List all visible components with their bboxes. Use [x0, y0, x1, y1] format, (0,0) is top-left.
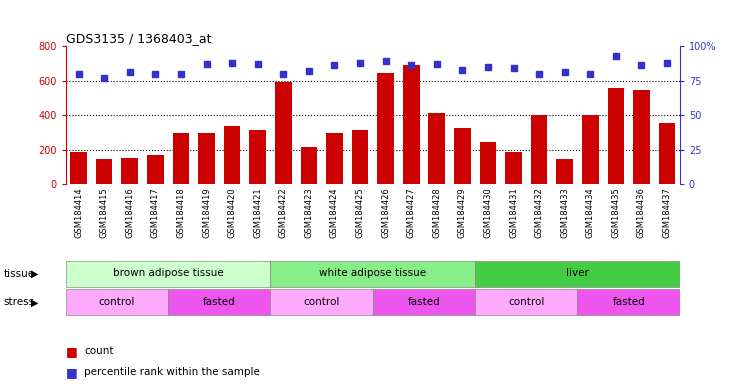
Bar	[300, 147, 317, 184]
Bar	[275, 81, 292, 184]
Text: white adipose tissue: white adipose tissue	[319, 268, 426, 278]
Text: fasted: fasted	[408, 297, 440, 307]
Text: fasted: fasted	[203, 297, 235, 307]
Bar	[147, 155, 164, 184]
Text: liver: liver	[566, 268, 589, 278]
Point	[354, 60, 366, 66]
Point	[533, 71, 545, 77]
Point	[73, 71, 84, 77]
Point	[98, 75, 110, 81]
Point	[507, 65, 519, 71]
Text: control: control	[303, 297, 340, 307]
Point	[405, 62, 417, 68]
Bar	[121, 158, 138, 184]
Bar	[475, 261, 680, 286]
Bar	[505, 152, 522, 184]
Text: ▶: ▶	[31, 297, 38, 308]
Point	[661, 60, 673, 66]
Bar	[403, 65, 420, 184]
Bar	[428, 114, 445, 184]
Bar	[326, 133, 343, 184]
Text: tissue: tissue	[4, 268, 35, 279]
Bar	[224, 126, 240, 184]
Bar	[633, 90, 650, 184]
Point	[149, 71, 161, 77]
Bar	[582, 115, 599, 184]
Text: control: control	[99, 297, 135, 307]
Point	[328, 62, 340, 68]
Point	[303, 68, 314, 74]
Bar	[249, 130, 266, 184]
Point	[175, 71, 186, 77]
Bar	[531, 115, 548, 184]
Point	[431, 61, 442, 67]
Bar	[607, 88, 624, 184]
Bar	[96, 159, 113, 184]
Point	[482, 64, 493, 70]
Point	[584, 71, 596, 77]
Point	[226, 60, 238, 66]
Bar	[66, 290, 168, 315]
Text: percentile rank within the sample: percentile rank within the sample	[84, 367, 260, 377]
Bar	[173, 133, 189, 184]
Text: count: count	[84, 346, 113, 356]
Point	[200, 61, 212, 67]
Point	[610, 53, 621, 59]
Bar	[373, 290, 475, 315]
Bar	[480, 142, 496, 184]
Text: stress: stress	[4, 297, 35, 308]
Point	[124, 69, 136, 75]
Bar	[270, 290, 373, 315]
Point	[558, 69, 570, 75]
Point	[277, 71, 289, 77]
Bar	[454, 128, 471, 184]
Text: fasted: fasted	[613, 297, 645, 307]
Text: ▶: ▶	[31, 268, 38, 279]
Bar	[352, 130, 368, 184]
Text: ■: ■	[66, 345, 77, 358]
Text: GDS3135 / 1368403_at: GDS3135 / 1368403_at	[66, 32, 211, 45]
Text: control: control	[508, 297, 545, 307]
Bar	[577, 290, 680, 315]
Text: ■: ■	[66, 366, 77, 379]
Bar	[198, 133, 215, 184]
Bar	[556, 159, 573, 184]
Bar	[377, 73, 394, 184]
Bar	[270, 261, 475, 286]
Bar	[659, 123, 675, 184]
Bar	[66, 261, 270, 286]
Text: brown adipose tissue: brown adipose tissue	[113, 268, 224, 278]
Point	[380, 58, 392, 65]
Bar	[168, 290, 270, 315]
Point	[635, 62, 647, 68]
Bar	[475, 290, 577, 315]
Point	[456, 66, 468, 73]
Point	[251, 61, 263, 67]
Bar	[70, 152, 87, 184]
